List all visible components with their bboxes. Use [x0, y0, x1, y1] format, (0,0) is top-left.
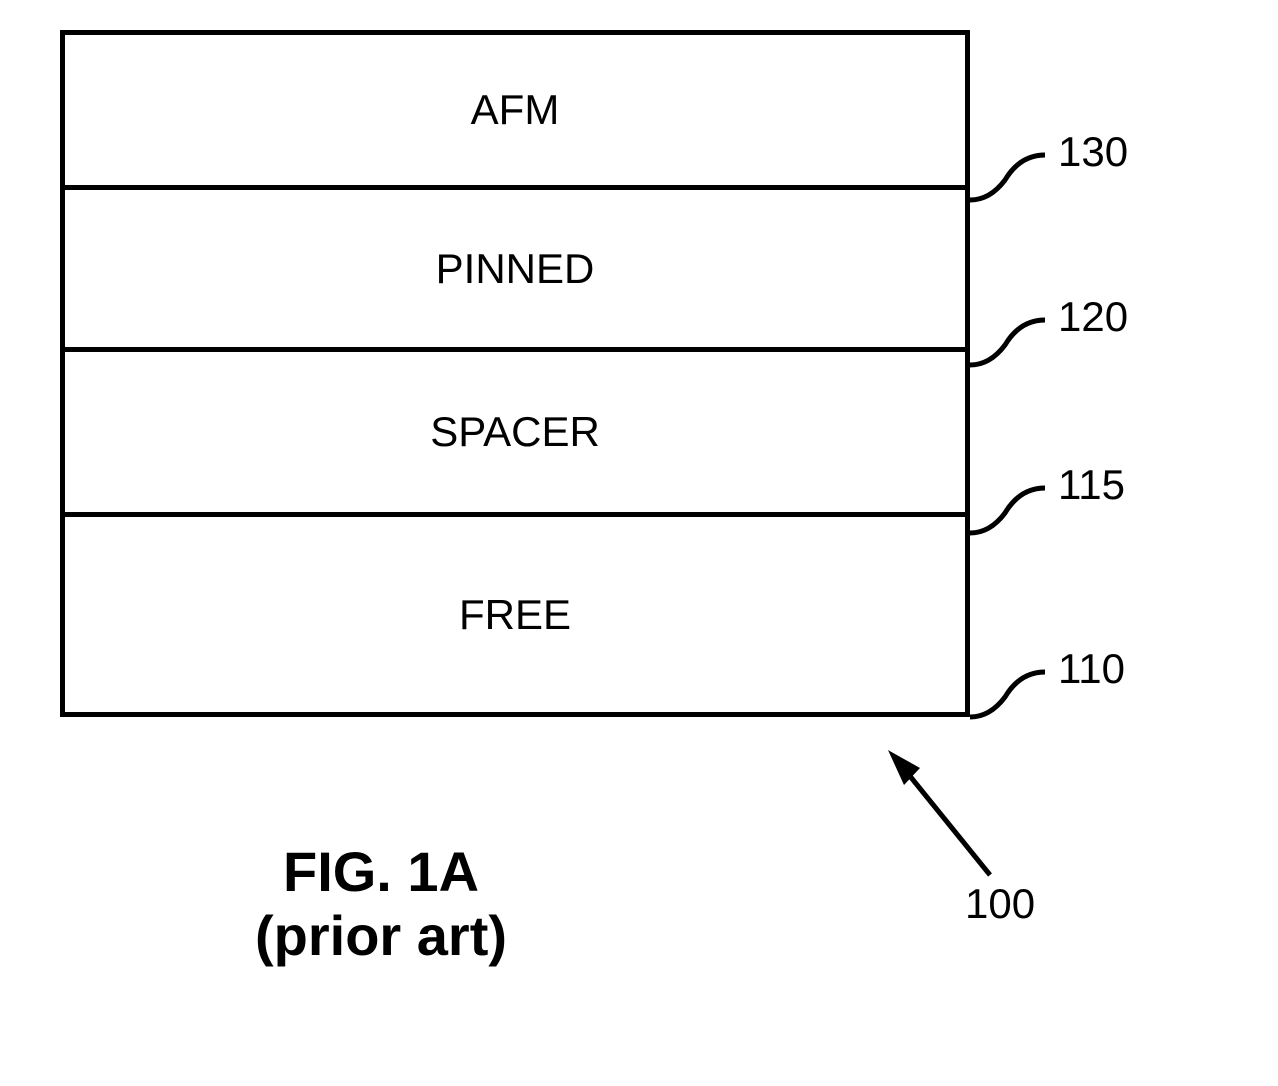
layer-spacer-label: SPACER	[430, 408, 600, 456]
callout-110: 110	[1058, 645, 1125, 693]
callout-130: 130	[1058, 128, 1128, 176]
callout-curve-110	[965, 662, 1055, 722]
stack-label-100: 100	[965, 880, 1035, 928]
layer-afm: AFM	[65, 35, 965, 190]
layer-free: FREE	[65, 517, 965, 712]
layer-free-label: FREE	[459, 591, 571, 639]
layer-pinned-label: PINNED	[436, 245, 595, 293]
layer-spacer: SPACER	[65, 352, 965, 517]
layer-afm-label: AFM	[471, 86, 560, 134]
caption-line2: (prior art)	[255, 904, 507, 968]
layer-stack: AFM PINNED SPACER FREE	[60, 30, 970, 717]
layer-diagram: AFM PINNED SPACER FREE	[60, 30, 970, 730]
callout-curve-120	[965, 310, 1055, 370]
callout-curve-130	[965, 145, 1055, 205]
stack-arrow	[870, 730, 1030, 900]
callout-120: 120	[1058, 293, 1128, 341]
callout-115: 115	[1058, 461, 1125, 509]
layer-pinned: PINNED	[65, 190, 965, 352]
callout-curve-115	[965, 478, 1055, 538]
caption-line1: FIG. 1A	[255, 840, 507, 904]
figure-caption: FIG. 1A (prior art)	[255, 840, 507, 969]
